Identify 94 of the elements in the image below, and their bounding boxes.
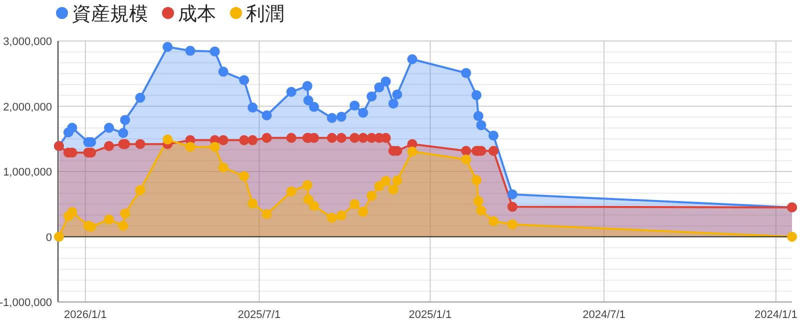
point xyxy=(162,134,173,145)
point xyxy=(286,186,296,196)
legend-label: 資産規模 xyxy=(72,3,148,25)
point xyxy=(476,120,486,130)
x-tick-label: 2024/7/1 xyxy=(582,309,626,321)
point xyxy=(476,205,486,216)
point xyxy=(248,198,258,208)
point xyxy=(210,46,220,56)
point xyxy=(787,232,797,242)
point xyxy=(67,122,78,133)
y-tick-label: 2,000,000 xyxy=(3,101,52,114)
x-tick-label: 2026/1/1 xyxy=(64,309,107,321)
point xyxy=(380,132,391,143)
point xyxy=(104,122,114,133)
point xyxy=(380,176,391,186)
y-tick-label: -1,000,000 xyxy=(0,297,52,309)
point xyxy=(388,98,398,109)
point xyxy=(118,128,128,138)
point xyxy=(350,132,360,143)
point xyxy=(218,66,228,77)
point xyxy=(392,176,402,186)
point xyxy=(358,206,368,217)
point xyxy=(358,108,368,118)
point xyxy=(366,190,377,201)
point xyxy=(54,232,64,242)
point xyxy=(135,92,146,103)
point xyxy=(388,184,398,195)
point xyxy=(239,135,250,146)
point xyxy=(461,146,472,156)
point xyxy=(358,132,368,143)
point xyxy=(336,112,346,122)
point xyxy=(67,207,78,218)
point xyxy=(461,154,472,164)
point xyxy=(286,132,296,143)
point xyxy=(488,130,498,141)
point xyxy=(262,132,272,143)
point xyxy=(336,210,346,220)
point xyxy=(407,146,418,157)
y-tick-label: 3,000,000 xyxy=(3,36,52,48)
point xyxy=(162,42,173,52)
y-tick-label: 0 xyxy=(46,232,52,244)
point xyxy=(135,139,146,150)
point xyxy=(380,76,391,86)
legend-label: 成本 xyxy=(178,4,216,25)
point xyxy=(488,216,498,226)
point xyxy=(309,200,320,211)
point xyxy=(407,54,418,64)
point xyxy=(120,208,130,218)
point xyxy=(262,110,272,120)
point xyxy=(507,189,518,200)
point xyxy=(336,132,346,143)
y-tick-label: 1,000,000 xyxy=(3,166,52,178)
point xyxy=(303,95,314,106)
point xyxy=(118,220,128,231)
point xyxy=(374,82,384,92)
point xyxy=(239,75,250,86)
point xyxy=(507,219,518,230)
point xyxy=(218,135,228,146)
point xyxy=(210,142,220,152)
x-tick-label: 2025/1/1 xyxy=(408,309,452,321)
point xyxy=(262,209,272,220)
point xyxy=(185,46,196,56)
point xyxy=(488,146,498,156)
point xyxy=(326,212,337,223)
point xyxy=(286,86,296,97)
point xyxy=(303,194,314,204)
point xyxy=(309,102,320,112)
point xyxy=(239,171,250,182)
point xyxy=(374,181,384,192)
point xyxy=(218,162,228,173)
x-tick-label: 2024/1/1 xyxy=(754,309,798,321)
point xyxy=(392,90,402,100)
point xyxy=(350,100,360,111)
point xyxy=(248,102,258,113)
point xyxy=(104,214,114,224)
point xyxy=(120,114,130,125)
point xyxy=(302,81,312,92)
point xyxy=(473,196,484,206)
point xyxy=(135,185,146,196)
point xyxy=(366,91,377,102)
point xyxy=(326,132,337,143)
point xyxy=(185,142,196,152)
point xyxy=(104,141,114,152)
point xyxy=(471,175,482,186)
legend-label: 利潤 xyxy=(246,4,284,25)
point xyxy=(326,112,337,123)
point xyxy=(473,111,484,122)
point xyxy=(507,202,518,212)
point xyxy=(350,199,360,210)
point xyxy=(461,68,472,78)
point xyxy=(248,135,258,146)
x-tick-label: 2025/7/1 xyxy=(238,309,281,321)
point xyxy=(302,180,312,190)
point xyxy=(471,90,482,100)
